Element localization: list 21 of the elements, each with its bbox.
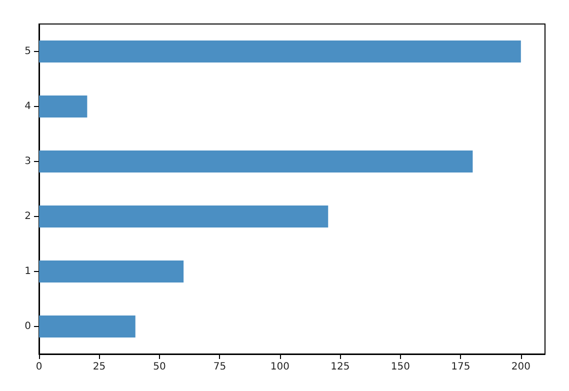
bar <box>39 96 88 118</box>
bar <box>39 316 136 338</box>
x-tick-label: 150 <box>390 362 410 372</box>
y-tick-label: 3 <box>24 156 31 167</box>
y-tick-label: 4 <box>24 101 31 112</box>
bar <box>39 150 473 172</box>
x-tick-label: 75 <box>213 362 226 372</box>
y-tick-label: 1 <box>24 266 31 277</box>
bar <box>39 40 521 62</box>
bar <box>39 260 184 282</box>
x-tick-label: 200 <box>511 362 530 372</box>
bar <box>39 206 328 228</box>
x-tick-label: 25 <box>92 362 106 372</box>
x-tick-label: 125 <box>330 362 350 372</box>
x-tick-label: 50 <box>153 362 166 372</box>
x-tick-label: 175 <box>451 362 470 372</box>
y-tick-label: 0 <box>24 321 31 332</box>
x-tick-label: 0 <box>36 362 42 372</box>
y-tick-label: 5 <box>24 46 31 57</box>
x-tick-label: 100 <box>270 362 290 372</box>
y-tick-label: 2 <box>24 211 31 222</box>
